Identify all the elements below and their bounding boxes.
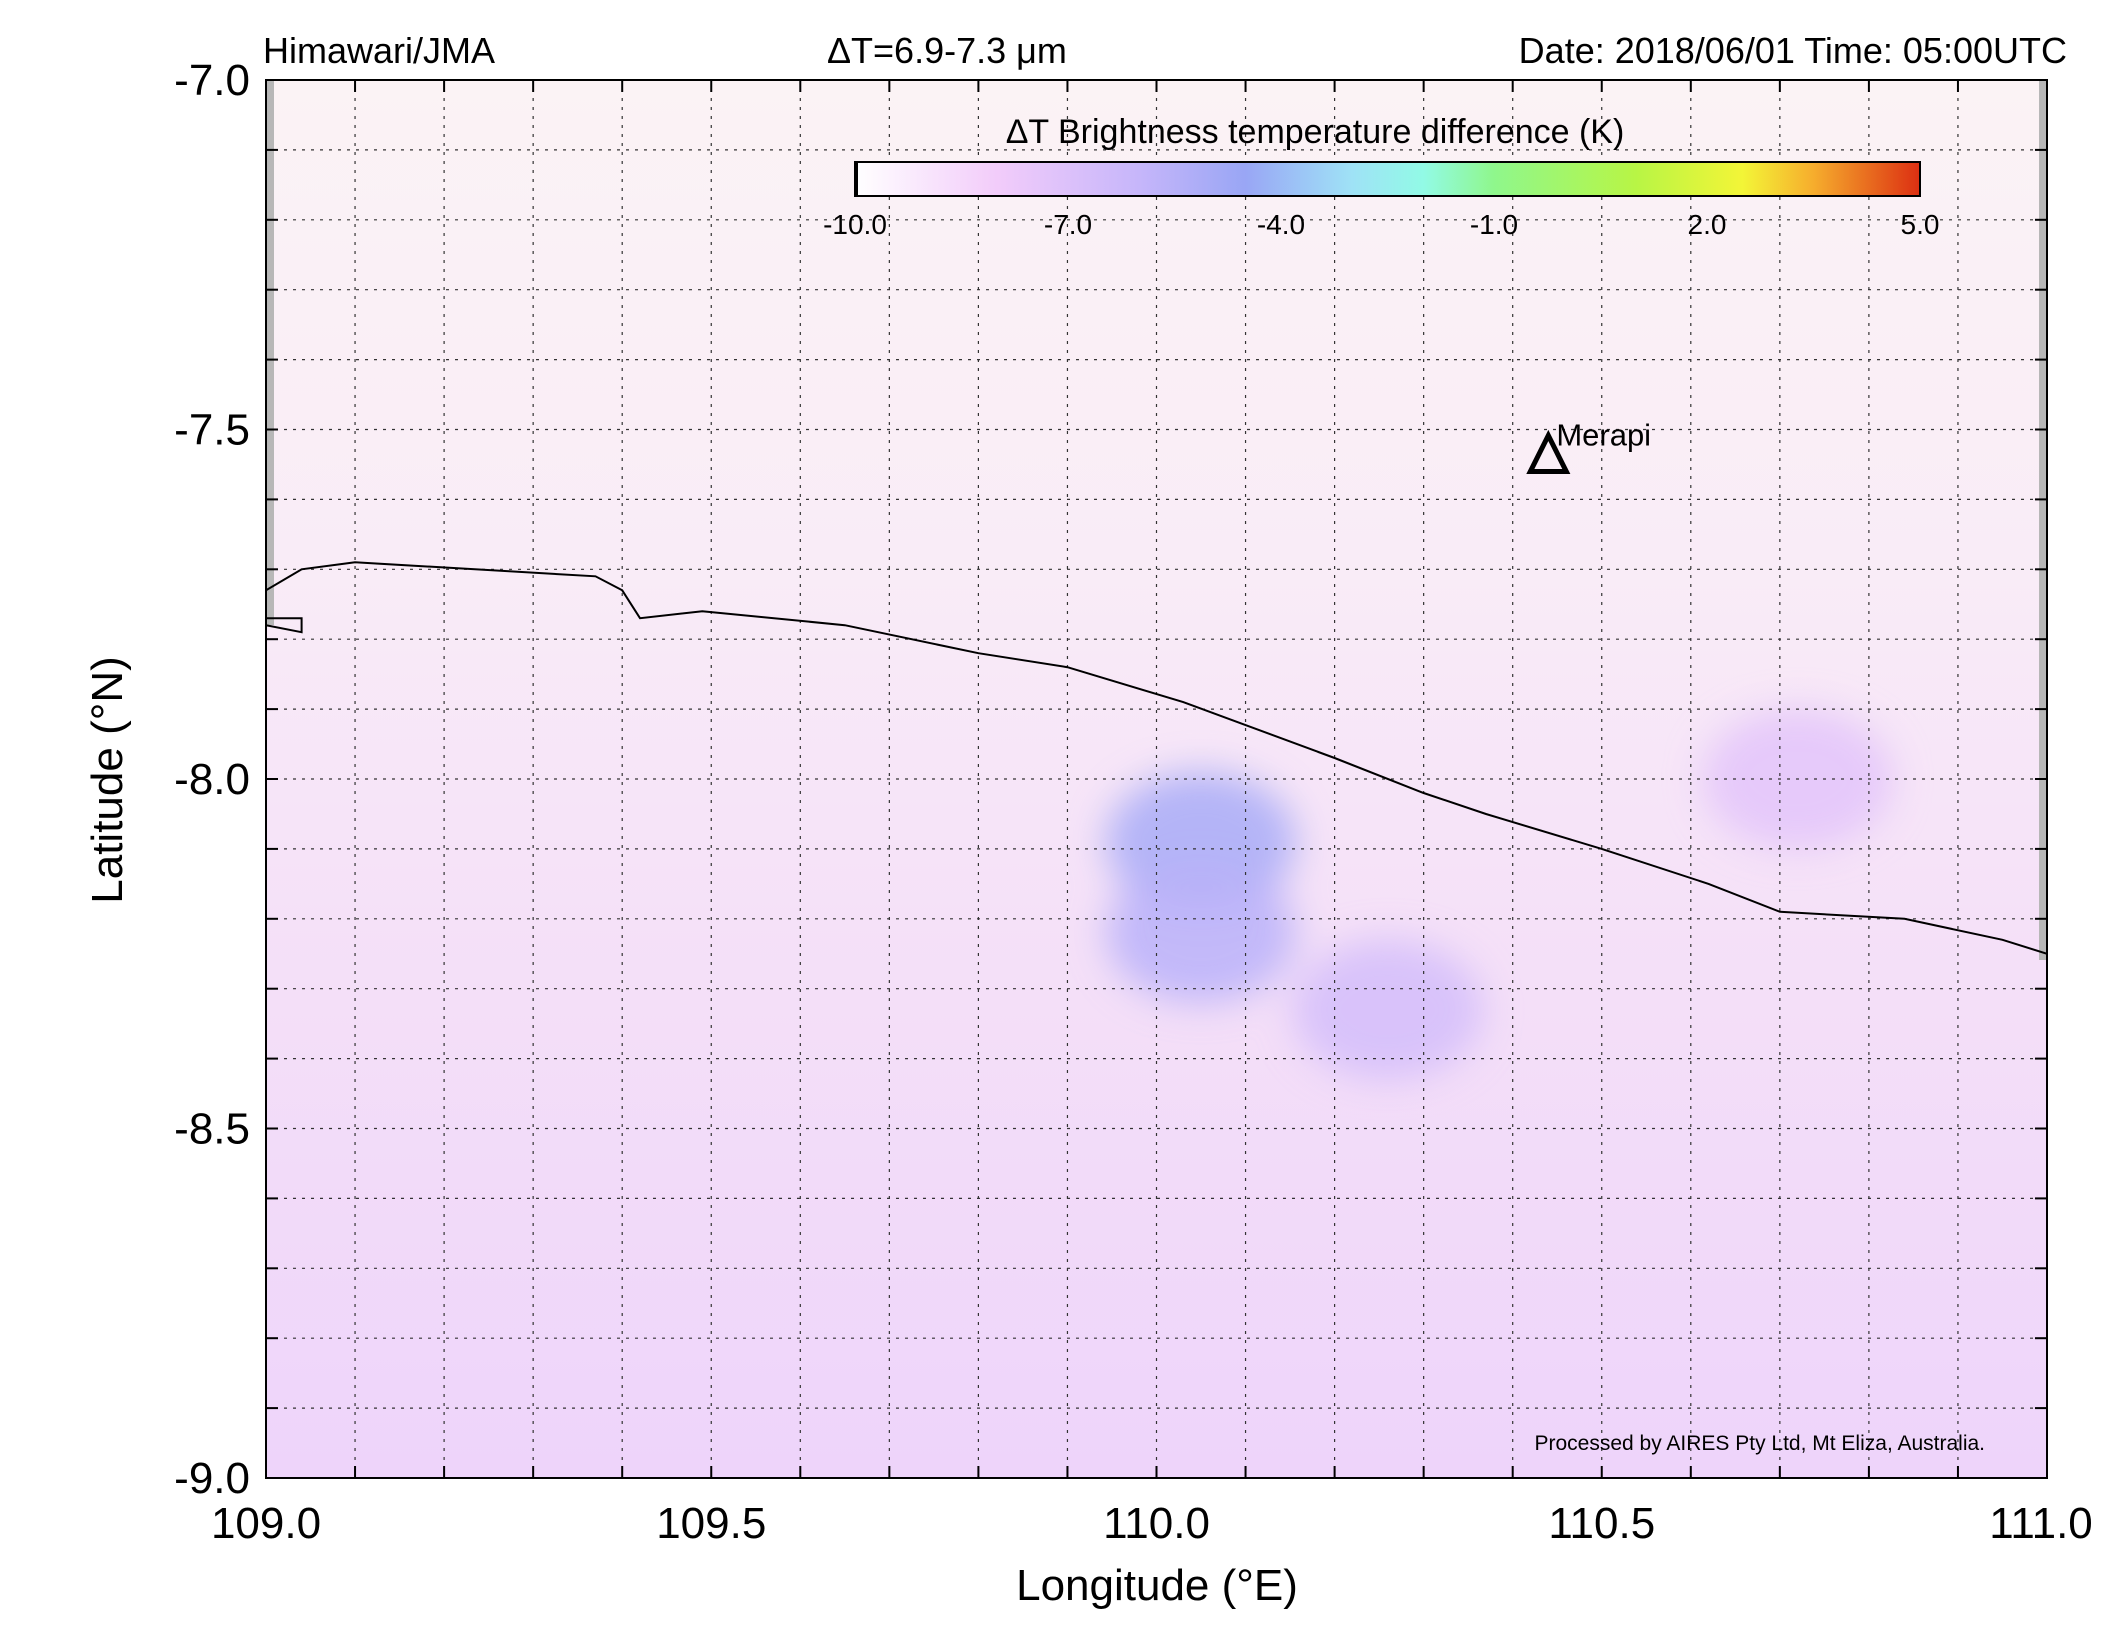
volcano-marker-merapi: Merapi xyxy=(1526,417,1651,474)
colorbar: ΔT Brightness temperature difference (K)… xyxy=(823,113,1939,240)
y-tick-label: -7.5 xyxy=(174,406,250,455)
coastline xyxy=(266,561,2047,955)
anomaly-patch xyxy=(1293,939,1484,1080)
x-tick-label: 111.0 xyxy=(1989,1499,2093,1548)
x-tick-label: 110.0 xyxy=(1103,1499,1210,1548)
colorbar-title: ΔT Brightness temperature difference (K) xyxy=(1006,113,1625,151)
x-tick-label: 110.5 xyxy=(1548,1499,1655,1548)
x-tick-label: 109.0 xyxy=(211,1499,321,1548)
anomaly-layer xyxy=(1106,709,1893,1080)
x-tick-label: 109.5 xyxy=(656,1499,766,1548)
no-data-strip-right xyxy=(2039,80,2047,960)
colorbar-tick-label: -4.0 xyxy=(1257,209,1305,240)
map-plot-area: Merapi xyxy=(266,80,2047,1478)
y-tick-label: -8.0 xyxy=(174,755,250,804)
x-axis-label: Longitude (°E) xyxy=(1016,1561,1298,1610)
colorbar-ticks: -10.0 -7.0 -4.0 -1.0 2.0 5.0 xyxy=(823,209,1939,240)
credit-text: Processed by AIRES Pty Ltd, Mt Eliza, Au… xyxy=(1534,1432,1985,1455)
anomaly-patch xyxy=(1106,862,1297,1003)
axis-ticks: 109.0 109.5 110.0 110.5 111.0 -7.0 -7.5 -8.0 -8.… xyxy=(174,56,2093,1548)
colorbar-tick-label: -10.0 xyxy=(823,209,887,240)
y-tick-label: -7.0 xyxy=(174,56,250,105)
islet-outline xyxy=(266,617,303,634)
y-tick-label: -8.5 xyxy=(174,1105,250,1154)
datetime-label: Date: 2018/06/01 Time: 05:00UTC xyxy=(1518,30,2067,71)
y-axis-label: Latitude (°N) xyxy=(83,656,132,903)
colorbar-tick-label: 5.0 xyxy=(1901,209,1940,240)
volcano-label: Merapi xyxy=(1556,417,1651,452)
volcano-triangle-icon xyxy=(1526,429,1571,474)
colorbar-tick-label: -1.0 xyxy=(1470,209,1518,240)
colorbar-tick-label: -7.0 xyxy=(1044,209,1092,240)
y-tick-label: -9.0 xyxy=(174,1454,250,1503)
no-data-strip-left xyxy=(266,80,274,625)
colorbar-tick-label: 2.0 xyxy=(1688,209,1727,240)
source-label: Himawari/JMA xyxy=(263,30,496,71)
colorbar-ramp xyxy=(854,161,1921,197)
band-label: ΔT=6.9-7.3 μm xyxy=(827,30,1067,71)
